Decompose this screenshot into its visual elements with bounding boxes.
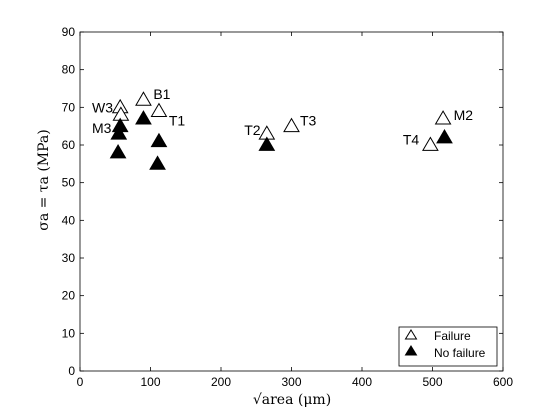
annotation-label: T1 [169,113,186,129]
y-tick-label: 40 [62,213,76,227]
failure-point [150,102,168,117]
failure-point [422,136,439,151]
x-axis-label: √area (μm) [253,392,331,408]
legend: Failure No failure [398,326,498,367]
y-tick-label: 20 [62,289,76,303]
x-tick-label: 100 [140,375,160,389]
x-tick-label: 0 [77,375,84,389]
no-failure-point [149,155,166,170]
y-tick-label: 10 [62,326,76,340]
no-failure-point [150,132,168,148]
y-tick-label: 30 [62,251,76,265]
failure-point [434,110,452,125]
annotation-label: B1 [153,86,170,102]
legend-no-failure-marker [404,345,418,356]
y-axis-label: σa = τa (MPa) [36,129,52,230]
y-tick-label: 0 [68,364,75,378]
annotation-label: T4 [403,131,420,147]
x-tick-label: 400 [352,375,372,389]
y-tick-label: 70 [62,100,76,114]
no-failure-point [135,110,152,125]
no-failure-point [109,144,127,159]
legend-box [398,326,498,367]
legend-label-failure: Failure [434,329,471,343]
no-failure-point [258,136,276,151]
annotation-label: M2 [454,107,474,123]
x-tick-label: 600 [493,375,513,389]
x-tick-label: 500 [422,375,442,389]
failure-point [283,117,300,133]
x-tick-label: 300 [281,375,301,389]
y-tick-label: 60 [62,138,76,152]
no-failure-point [110,125,128,140]
x-tick-label: 200 [211,375,231,389]
annotation-label: W3 [92,99,113,115]
annotation-label: T2 [244,122,261,138]
y-tick-label: 80 [62,63,76,77]
annotation-label: M3 [92,120,112,136]
y-tick-label: 90 [62,25,76,39]
plot-area [79,31,504,372]
annotation-label: T3 [300,113,317,129]
y-tick-label: 50 [62,176,76,190]
failure-point [135,91,152,106]
no-failure-point [436,128,453,144]
legend-label-no-failure: No failure [434,346,486,360]
legend-failure-marker [404,329,418,340]
